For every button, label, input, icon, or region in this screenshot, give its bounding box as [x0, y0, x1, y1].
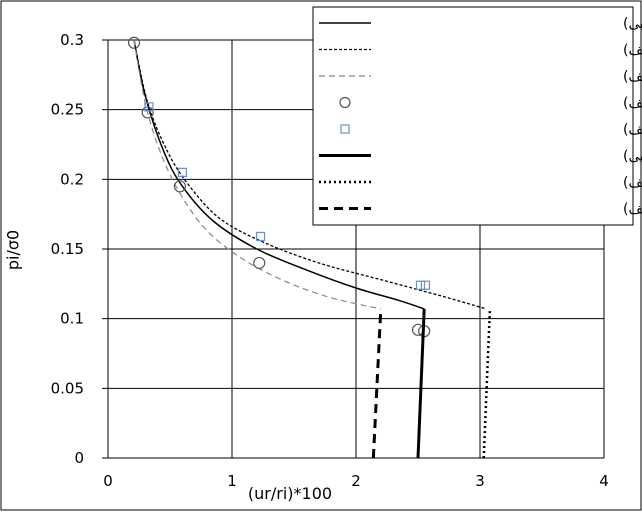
series-layer: [127, 36, 492, 459]
marker-circle-point: [253, 256, 266, 270]
y-tick-label: 0: [74, 449, 84, 467]
x-tick-label: 4: [599, 472, 609, 490]
legend-label: منحنی پاسخ زمین (دیواره های جانبی): [623, 16, 642, 32]
y-tick-label: 0.2: [60, 170, 84, 188]
series-line-dashed-thick: [371, 308, 383, 459]
marker-circle-point: [173, 180, 187, 193]
y-axis-title: pi/σ0: [4, 230, 23, 270]
y-tick-label: 0.3: [60, 31, 84, 49]
legend-label: منحنی مشخصه پوشش (سقف): [623, 175, 642, 191]
y-tick-label: 0.1: [60, 310, 84, 328]
x-tick-label: 1: [227, 472, 237, 490]
x-tick-label: 3: [475, 472, 485, 490]
legend-label: هوک و براون [۱] (سقف): [623, 122, 642, 138]
legend-symbol: [340, 124, 350, 134]
legend-label: هوک و براون [۱] (کف): [623, 96, 642, 112]
y-tick-label: 0.15: [51, 240, 84, 258]
y-tick-label: 0.05: [51, 379, 84, 397]
legend-label: منحنی پاسخ زمین (سقف): [623, 43, 642, 59]
x-axis-title: (ur/ri)*100: [248, 484, 332, 503]
y-tick-label: 0.25: [51, 101, 84, 119]
legend-label: منحنی مشخصه پوشش (کف): [623, 202, 642, 218]
marker-square-point: [177, 167, 187, 177]
axes: 0 1 2 3 4 0 0.05 0.1 0.15 0.2 0.25 0.3: [51, 31, 609, 490]
marker-square-point: [255, 231, 266, 242]
legend-label: منحنی پاسخ زمین (کف): [623, 69, 642, 85]
series-line-solid-thick: [416, 308, 426, 459]
marker-square-point: [415, 280, 426, 290]
marker-circle-point: [127, 36, 141, 49]
marker-square-point: [420, 280, 431, 290]
legend-symbol: [339, 96, 351, 109]
x-tick-label: 2: [351, 472, 361, 490]
marker-circle-point: [141, 106, 154, 119]
marker-square-point: [144, 102, 154, 112]
x-tick-label: 0: [103, 472, 113, 490]
legend-box: [312, 6, 634, 226]
legend: منحنی پاسخ زمین (دیواره های جانبی) منحنی …: [312, 6, 642, 226]
legend-label: منحنی مشخصه پوشش (دیواره های جانبی): [623, 149, 642, 165]
series-line-solid-thin: [133, 39, 425, 310]
